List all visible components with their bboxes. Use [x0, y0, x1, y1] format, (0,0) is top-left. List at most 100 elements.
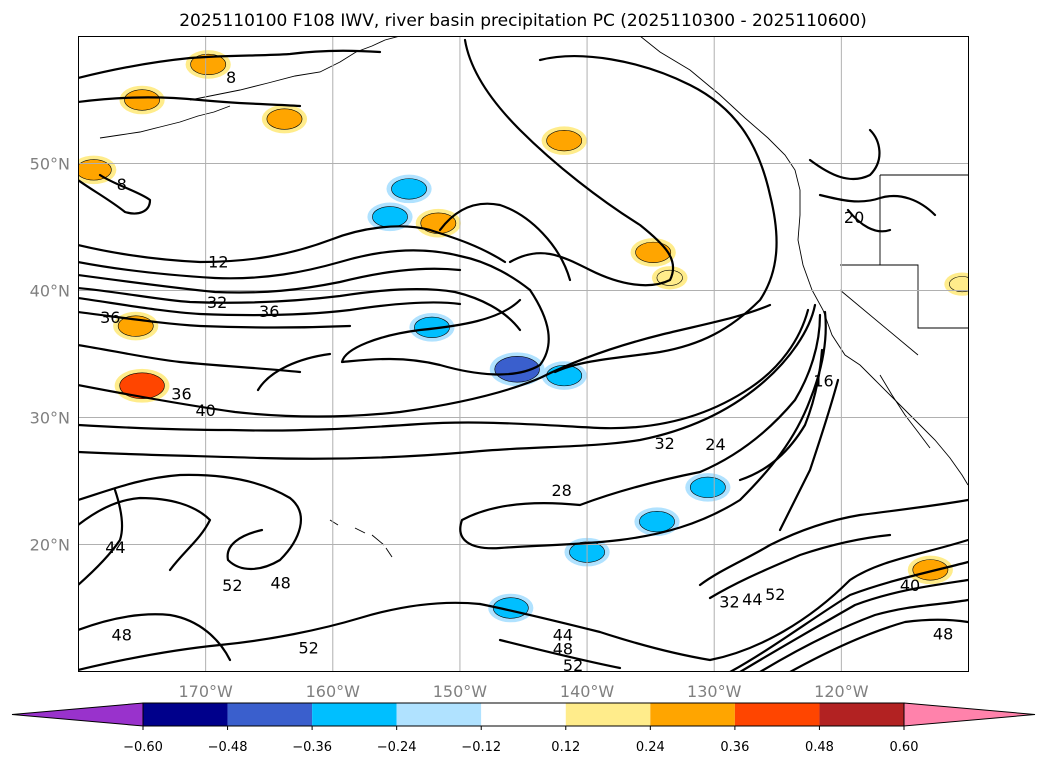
pc-blob	[124, 89, 160, 111]
pc-blob	[78, 159, 112, 181]
contour-label: 32	[207, 293, 227, 312]
pc-blob	[494, 356, 540, 383]
chart-title: 2025110100 F108 IWV, river basin precipi…	[179, 11, 867, 31]
contour-ridge-1	[463, 38, 675, 287]
contour-southeast-2	[498, 560, 969, 672]
contour-label: 52	[563, 656, 583, 675]
hawaii-island-1	[329, 519, 339, 526]
pc-blob	[912, 559, 949, 581]
contour-label: 44	[553, 626, 573, 645]
colorbar-tick-label: 0.24	[636, 740, 665, 755]
contour-label: 48	[112, 626, 132, 645]
x-tick-label: 150°W	[433, 682, 488, 701]
axis-ticks: 170°W 160°W 150°W 140°W 130°W 120°W 50°N 40°N 30…	[30, 155, 869, 702]
colorbar-segment	[565, 703, 651, 726]
contour-south-3	[78, 488, 124, 586]
pc-blob	[119, 372, 165, 399]
colorbar-tick-label: −0.36	[292, 740, 332, 755]
contour-label: 36	[259, 302, 279, 321]
colorbar-tick-label: −0.24	[377, 740, 417, 755]
x-tick-label: 140°W	[560, 682, 615, 701]
contour-southeast-7	[708, 533, 892, 600]
pc-blob	[391, 178, 427, 200]
pc-blob	[420, 212, 457, 234]
contour-8-north	[78, 49, 382, 108]
contour-south-5	[78, 601, 482, 672]
contour-trough-2	[78, 303, 772, 418]
contour-south-1	[78, 473, 302, 571]
x-tick-label: 130°W	[687, 682, 742, 701]
contour-label: 48	[553, 640, 573, 659]
contour-label: 52	[765, 585, 785, 604]
pc-blob	[190, 53, 227, 76]
contour-nw-loop	[438, 202, 572, 282]
y-tick-label: 50°N	[30, 155, 70, 174]
contour-36	[78, 343, 302, 374]
colorbar-segment	[312, 703, 397, 726]
contour-20	[78, 267, 462, 294]
contour-south-2	[78, 496, 212, 572]
contour-label: 40	[195, 401, 215, 420]
contour-trough-1	[340, 288, 550, 376]
gridlines	[78, 36, 969, 672]
contour-east-1	[738, 348, 824, 482]
state-border-3	[839, 289, 919, 356]
pc-blob	[372, 206, 408, 228]
colorbar-tick-label: −0.60	[123, 740, 163, 755]
contour-32	[78, 310, 352, 329]
coastlines	[99, 36, 969, 558]
contour-label: 48	[270, 574, 290, 593]
pc-blob	[949, 276, 969, 293]
contour-label: 16	[813, 372, 833, 391]
iwv-contours	[78, 38, 969, 672]
colorbar-tick-label: 0.48	[805, 740, 834, 755]
contour-label: 8	[226, 68, 236, 87]
pc-blob	[546, 130, 583, 152]
contour-28	[78, 296, 462, 317]
colorbar-extend-min	[11, 702, 144, 727]
colorbar-tick-label: 0.36	[720, 740, 749, 755]
colorbar: −0.60 −0.48 −0.36 −0.24 −0.12 0.12 0.24 0.36 0.4…	[11, 702, 1036, 755]
contour-12	[78, 225, 507, 264]
contour-label: 20	[844, 208, 864, 227]
contour-east-3	[808, 128, 892, 233]
contour-southeast-5	[789, 618, 969, 672]
coastline-aleutian-islands	[99, 105, 231, 139]
colorbar-segment	[650, 703, 735, 726]
hawaii-island-4	[385, 547, 393, 558]
contour-label: 36	[100, 308, 120, 327]
contour-label: 52	[222, 576, 242, 595]
colorbar-tick-label: −0.48	[208, 740, 248, 755]
contour-label: 48	[933, 624, 953, 643]
contour-east-2	[778, 378, 840, 532]
contour-southeast-3	[739, 578, 969, 672]
contour-label: 44	[105, 538, 125, 557]
contour-label: 44	[742, 590, 762, 609]
contour-label: 40	[900, 576, 920, 595]
contour-label: 28	[551, 481, 571, 500]
contour-southeast-6	[698, 498, 969, 587]
contour-label: 8	[117, 175, 127, 194]
x-tick-label: 170°W	[178, 682, 233, 701]
coastline-baja-california	[879, 374, 931, 449]
colorbar-segment	[819, 703, 904, 726]
contour-16	[78, 249, 532, 292]
contour-label: 32	[719, 593, 739, 612]
contour-label: 32	[654, 434, 674, 453]
contour-middle-1	[78, 308, 810, 432]
contour-label: 52	[298, 638, 318, 657]
y-tick-label: 20°N	[30, 536, 70, 555]
colorbar-segment	[227, 703, 313, 726]
pc-blob	[635, 241, 672, 263]
contour-8-west	[78, 173, 152, 215]
contour-28-loop	[459, 310, 827, 550]
colorbar-segment	[396, 703, 482, 726]
contour-south-4	[78, 613, 232, 662]
colorbar-segment	[481, 703, 566, 726]
x-tick-label: 160°W	[306, 682, 361, 701]
contour-middle-2	[78, 303, 817, 460]
pc-blob	[266, 108, 303, 130]
colorbar-tick-label: 0.12	[551, 740, 580, 755]
